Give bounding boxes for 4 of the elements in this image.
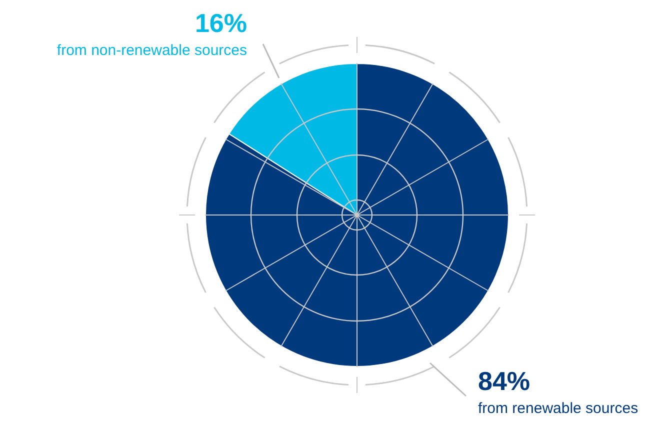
slice-label: from renewable sources bbox=[478, 400, 638, 417]
slice-label: from non-renewable sources bbox=[56, 42, 247, 59]
data-label: 84% bbox=[478, 366, 530, 396]
data-label: 16% bbox=[194, 8, 247, 38]
